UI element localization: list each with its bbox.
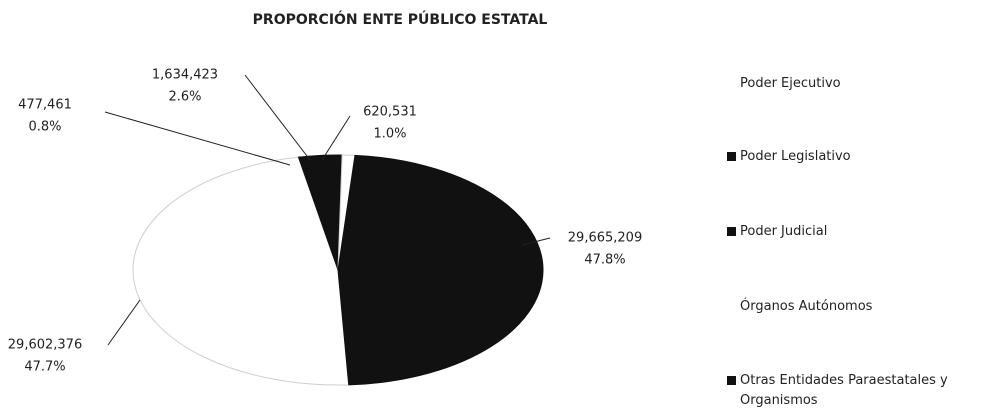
percentage-label: 47.8% [584, 253, 625, 268]
leader-line [521, 237, 551, 246]
legend-swatch [727, 227, 736, 236]
legend-item: Otras Entidades Paraestatales y Organism… [727, 371, 982, 411]
pie-slice [132, 156, 350, 386]
legend-swatch [727, 376, 736, 385]
pie-slice [337, 154, 544, 386]
legend-item: Poder Ejecutivo [727, 74, 982, 94]
value-label: 620,531 [363, 105, 417, 120]
legend-label: Poder Ejecutivo [740, 76, 841, 91]
legend-label: Otras Entidades Paraestatales y Organism… [740, 373, 948, 408]
legend-item: Órganos Autónomos [727, 297, 982, 317]
percentage-label: 0.8% [28, 120, 61, 135]
leader-line [104, 111, 291, 166]
value-label: 1,634,423 [152, 68, 218, 83]
legend-label: Poder Legislativo [740, 149, 851, 164]
value-label: 29,602,376 [8, 338, 82, 353]
legend-item: Poder Legislativo [727, 147, 982, 167]
legend-item: Poder Judicial [727, 222, 982, 242]
legend-label: Órganos Autónomos [740, 299, 873, 314]
leader-line [244, 74, 311, 161]
chart-title: PROPORCIÓN ENTE PÚBLICO ESTATAL [253, 10, 548, 28]
legend-swatch [727, 152, 736, 161]
leader-line [107, 299, 141, 346]
percentage-label: 1.0% [373, 127, 406, 142]
leader-line [321, 115, 351, 161]
percentage-label: 2.6% [168, 90, 201, 105]
value-label: 477,461 [18, 98, 72, 113]
percentage-label: 47.7% [24, 360, 65, 375]
legend-label: Poder Judicial [740, 224, 828, 239]
value-label: 29,665,209 [568, 231, 642, 246]
legend-swatch [727, 79, 736, 88]
legend-swatch [727, 302, 736, 311]
